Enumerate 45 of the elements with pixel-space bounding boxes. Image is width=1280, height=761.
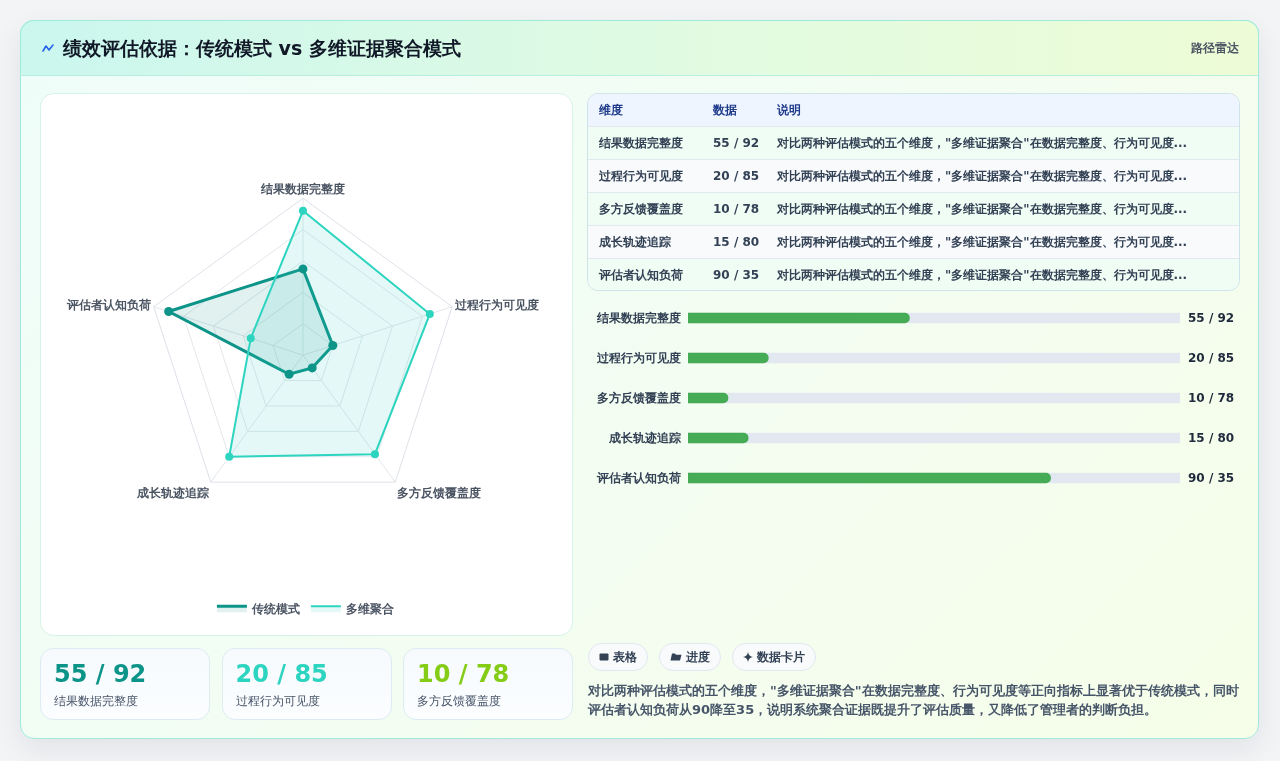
data-label: 20 / 85 [1188, 351, 1235, 365]
text: 20 / 85 [235, 660, 328, 688]
text: 15 / 80 [702, 225, 766, 259]
text: 进度 [686, 648, 710, 666]
text: 对比两种评估模式的五个维度，"多维证据聚合"在数据完整度、行为可见度... [766, 258, 1239, 291]
text: 数据卡片 [757, 648, 805, 666]
text: 过程行为可见度 [235, 693, 320, 709]
text: 维度 [588, 94, 702, 127]
text: 对比两种评估模式的五个维度，"多维证据聚合"在数据完整度、行为可见度... [766, 159, 1239, 193]
bar [688, 392, 729, 404]
text: 55 / 92 [702, 126, 766, 160]
y-tick-label: 评估者认知负荷 [596, 471, 681, 486]
text: 结果数据完整度 [54, 693, 138, 709]
y-tick-label: 过程行为可见度 [596, 351, 681, 366]
data-label: 55 / 92 [1188, 311, 1235, 325]
y-tick-label: 多方反馈覆盖度 [597, 391, 681, 406]
data-label: 10 / 78 [1188, 391, 1235, 405]
text: 10 / 78 [417, 660, 510, 688]
text: 对比两种评估模式的五个维度，"多维证据聚合"在数据完整度、行为可见度... [766, 192, 1239, 226]
text: 路径雷达 [1191, 40, 1239, 56]
text: 对比两种评估模式的五个维度，"多维证据聚合"在数据完整度、行为可见度等正向指标上显著优于传统模式，同时评估者认知负荷从90降至35，说明系统聚合证据既提升了评估质量，又降低了管理者的判断负担。 [588, 682, 1240, 719]
text: 说明 [766, 94, 1239, 127]
spoke-label: 过程行为可见度 [453, 298, 539, 313]
text: 10 / 78 [702, 192, 766, 226]
spoke-label: 评估者认知负荷 [65, 298, 151, 313]
spoke-label: 多方反馈覆盖度 [396, 485, 481, 500]
spoke-label: 结果数据完整度 [259, 181, 345, 196]
text: 数据 [702, 94, 766, 127]
text: 55 / 92 [54, 660, 147, 688]
text: 20 / 85 [702, 159, 766, 193]
data-label: 90 / 35 [1188, 471, 1235, 485]
bar [688, 352, 769, 364]
text: 多方反馈覆盖度 [417, 693, 501, 709]
text: 表格 [613, 648, 637, 666]
legend-label: 多维聚合 [345, 601, 395, 616]
text: 对比两种评估模式的五个维度，"多维证据聚合"在数据完整度、行为可见度... [766, 126, 1239, 160]
text: 对比两种评估模式的五个维度，"多维证据聚合"在数据完整度、行为可见度... [766, 225, 1239, 259]
spoke-label: 成长轨迹追踪 [136, 485, 210, 500]
text: 90 / 35 [702, 258, 766, 291]
y-tick-label: 结果数据完整度 [596, 311, 681, 326]
y-tick-label: 成长轨迹追踪 [608, 431, 681, 446]
text: 绩效评估依据：传统模式 vs 多维证据聚合模式 [63, 36, 461, 60]
bar [688, 432, 749, 444]
data-label: 15 / 80 [1188, 431, 1235, 445]
legend-label: 传统模式 [250, 601, 300, 616]
